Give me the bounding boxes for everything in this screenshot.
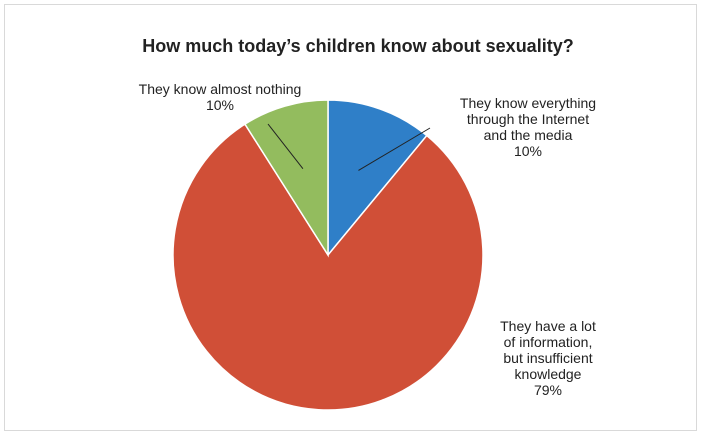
pie-slices — [172, 99, 484, 411]
slice-lot-of-information — [172, 123, 484, 411]
slice-internet-media-label-line: through the Internet — [467, 111, 589, 127]
slice-lot-of-information-label-line: They have a lot — [500, 318, 596, 334]
slice-lot-of-information-label-line: of information, — [504, 334, 593, 350]
slice-lot-of-information-label: They have a lot of information, but insuff… — [500, 318, 596, 398]
slice-internet-media-label: They know everything through the Internet… — [460, 95, 596, 159]
slice-lot-of-information-label-line: knowledge — [515, 366, 582, 382]
slice-almost-nothing-label: They know almost nothing 10% — [139, 81, 302, 113]
chart-title: How much today’s children know about sex… — [142, 36, 573, 56]
slice-lot-of-information-label-line: but insufficient — [503, 350, 592, 366]
slice-almost-nothing-label-line: They know almost nothing — [139, 81, 302, 97]
data-labels: They know everything through the Internet… — [139, 81, 596, 398]
slice-almost-nothing — [243, 99, 329, 258]
slice-internet-media-leader-line — [358, 127, 431, 171]
slice-almost-nothing-percent: 10% — [206, 97, 234, 113]
slice-internet-media-label-line: and the media — [484, 127, 573, 143]
leader-lines — [267, 123, 431, 171]
slice-internet-media-percent: 10% — [514, 143, 542, 159]
slice-internet-media-label-line: They know everything — [460, 95, 596, 111]
slice-almost-nothing-leader-line — [267, 123, 304, 169]
slice-lot-of-information-percent: 79% — [534, 382, 562, 398]
